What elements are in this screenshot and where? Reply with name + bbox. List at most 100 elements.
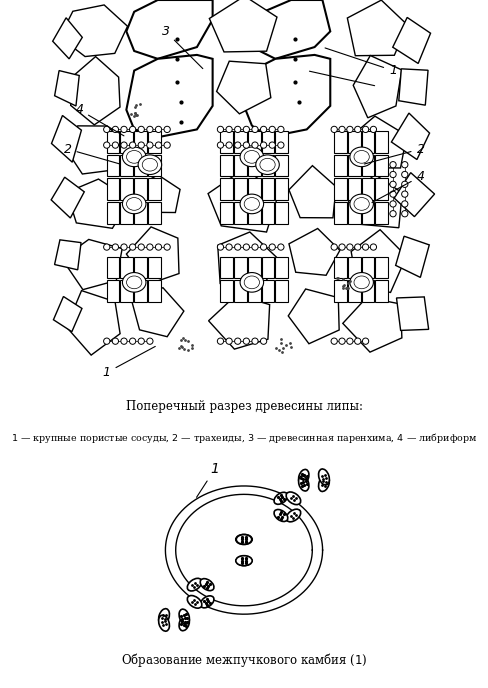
Circle shape bbox=[235, 338, 241, 344]
Bar bbox=[248, 131, 261, 153]
Circle shape bbox=[217, 127, 224, 133]
Bar bbox=[362, 257, 374, 279]
Circle shape bbox=[155, 127, 162, 133]
Bar bbox=[334, 155, 347, 176]
Bar bbox=[262, 280, 274, 302]
Bar bbox=[107, 178, 120, 200]
Circle shape bbox=[129, 338, 136, 344]
Bar bbox=[107, 131, 120, 153]
Polygon shape bbox=[126, 227, 179, 284]
Polygon shape bbox=[393, 17, 430, 63]
Bar bbox=[362, 155, 374, 176]
Circle shape bbox=[390, 191, 396, 197]
Bar bbox=[362, 131, 374, 153]
Bar bbox=[348, 280, 361, 302]
Circle shape bbox=[235, 127, 241, 133]
Circle shape bbox=[103, 338, 110, 344]
Circle shape bbox=[147, 338, 153, 344]
Polygon shape bbox=[396, 236, 429, 277]
Bar bbox=[375, 280, 388, 302]
Circle shape bbox=[235, 142, 241, 148]
Circle shape bbox=[261, 244, 267, 250]
Bar bbox=[107, 257, 120, 279]
Ellipse shape bbox=[179, 609, 189, 624]
Circle shape bbox=[331, 127, 337, 133]
Text: 2: 2 bbox=[365, 142, 425, 164]
Circle shape bbox=[331, 244, 337, 250]
Bar bbox=[134, 257, 147, 279]
Bar bbox=[348, 257, 361, 279]
Circle shape bbox=[138, 338, 144, 344]
Ellipse shape bbox=[354, 276, 369, 289]
Text: Образование межпучкового камбия ($\it{1}$): Образование межпучкового камбия ($\it{1}… bbox=[121, 651, 367, 669]
Circle shape bbox=[103, 127, 110, 133]
Circle shape bbox=[226, 244, 232, 250]
Bar bbox=[362, 280, 374, 302]
Circle shape bbox=[370, 127, 377, 133]
Bar bbox=[334, 202, 347, 224]
Ellipse shape bbox=[350, 194, 373, 214]
Polygon shape bbox=[71, 56, 120, 125]
Ellipse shape bbox=[138, 155, 162, 175]
Circle shape bbox=[269, 244, 275, 250]
Bar bbox=[375, 257, 388, 279]
Ellipse shape bbox=[286, 509, 301, 522]
Bar bbox=[121, 280, 133, 302]
Bar bbox=[148, 178, 161, 200]
Bar bbox=[375, 155, 388, 176]
Bar bbox=[134, 155, 147, 176]
Bar bbox=[334, 178, 347, 200]
Polygon shape bbox=[347, 0, 407, 56]
Circle shape bbox=[138, 244, 144, 250]
Ellipse shape bbox=[236, 556, 252, 566]
Circle shape bbox=[261, 338, 267, 344]
Circle shape bbox=[278, 127, 284, 133]
Bar bbox=[148, 202, 161, 224]
Circle shape bbox=[147, 244, 153, 250]
Bar bbox=[148, 131, 161, 153]
Circle shape bbox=[402, 162, 408, 168]
Polygon shape bbox=[208, 295, 270, 349]
Ellipse shape bbox=[240, 147, 264, 166]
Polygon shape bbox=[394, 173, 435, 217]
Text: 1: 1 bbox=[197, 462, 220, 497]
Text: 1: 1 bbox=[103, 347, 155, 379]
Ellipse shape bbox=[319, 469, 329, 485]
Bar bbox=[221, 257, 233, 279]
Bar bbox=[334, 131, 347, 153]
Ellipse shape bbox=[142, 158, 158, 171]
Circle shape bbox=[402, 191, 408, 197]
Circle shape bbox=[121, 244, 127, 250]
Circle shape bbox=[252, 142, 258, 148]
Bar bbox=[221, 131, 233, 153]
Circle shape bbox=[355, 244, 361, 250]
Circle shape bbox=[129, 142, 136, 148]
Polygon shape bbox=[256, 0, 330, 59]
Bar bbox=[248, 178, 261, 200]
Bar bbox=[234, 257, 247, 279]
Bar bbox=[148, 280, 161, 302]
Polygon shape bbox=[288, 289, 339, 344]
Circle shape bbox=[112, 244, 119, 250]
Circle shape bbox=[339, 244, 345, 250]
Bar bbox=[134, 280, 147, 302]
Ellipse shape bbox=[350, 272, 373, 292]
Polygon shape bbox=[218, 232, 279, 298]
Text: 2: 2 bbox=[63, 142, 120, 164]
Circle shape bbox=[363, 127, 369, 133]
Circle shape bbox=[226, 338, 232, 344]
Ellipse shape bbox=[126, 197, 142, 211]
Ellipse shape bbox=[159, 615, 169, 631]
Circle shape bbox=[121, 142, 127, 148]
Circle shape bbox=[390, 201, 396, 207]
Circle shape bbox=[331, 338, 337, 344]
Polygon shape bbox=[351, 230, 407, 292]
Circle shape bbox=[261, 142, 267, 148]
Ellipse shape bbox=[256, 155, 279, 175]
Ellipse shape bbox=[260, 158, 275, 171]
Bar bbox=[362, 178, 374, 200]
Circle shape bbox=[243, 244, 249, 250]
Circle shape bbox=[269, 142, 275, 148]
Bar bbox=[121, 178, 133, 200]
Text: 1: 1 bbox=[325, 48, 397, 77]
